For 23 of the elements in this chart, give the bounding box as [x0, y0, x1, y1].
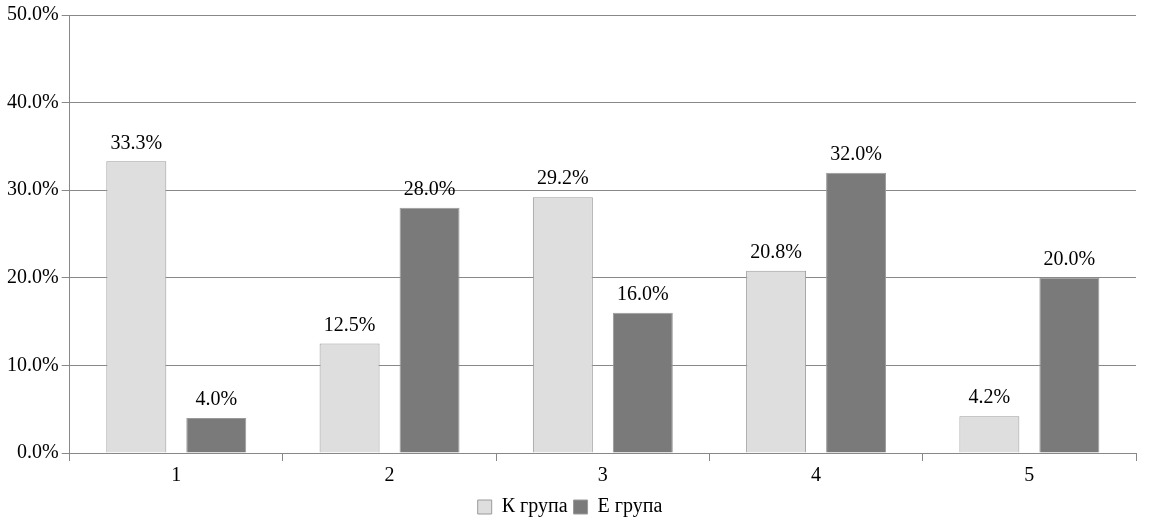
x-tick-label: 3 [597, 463, 608, 486]
legend-label: К група [501, 494, 568, 518]
data-label: 20.8% [750, 240, 802, 263]
data-label: 32.0% [830, 141, 882, 164]
x-tick-label: 1 [171, 463, 182, 486]
data-label: 16.0% [616, 282, 669, 305]
data-label: 12.5% [323, 312, 376, 335]
y-tick-label: 30.0% [6, 177, 59, 200]
y-tick-label: 40.0% [6, 89, 59, 112]
y-tick-label: 0.0% [16, 440, 59, 463]
x-tick-label: 5 [1024, 463, 1035, 486]
x-tick-label: 4 [811, 463, 822, 486]
data-label: 29.2% [537, 166, 589, 189]
data-label: 28.0% [403, 176, 456, 199]
data-label: 20.0% [1043, 247, 1096, 270]
legend-label: Е група [597, 494, 663, 518]
y-tick-label: 10.0% [6, 352, 59, 375]
data-label: 4.0% [195, 387, 238, 410]
y-tick-label: 20.0% [6, 265, 59, 288]
data-label: 33.3% [110, 130, 163, 153]
y-tick-label: 50.0% [6, 2, 59, 25]
data-label: 4.2% [968, 385, 1011, 408]
x-tick-label: 2 [384, 463, 395, 486]
